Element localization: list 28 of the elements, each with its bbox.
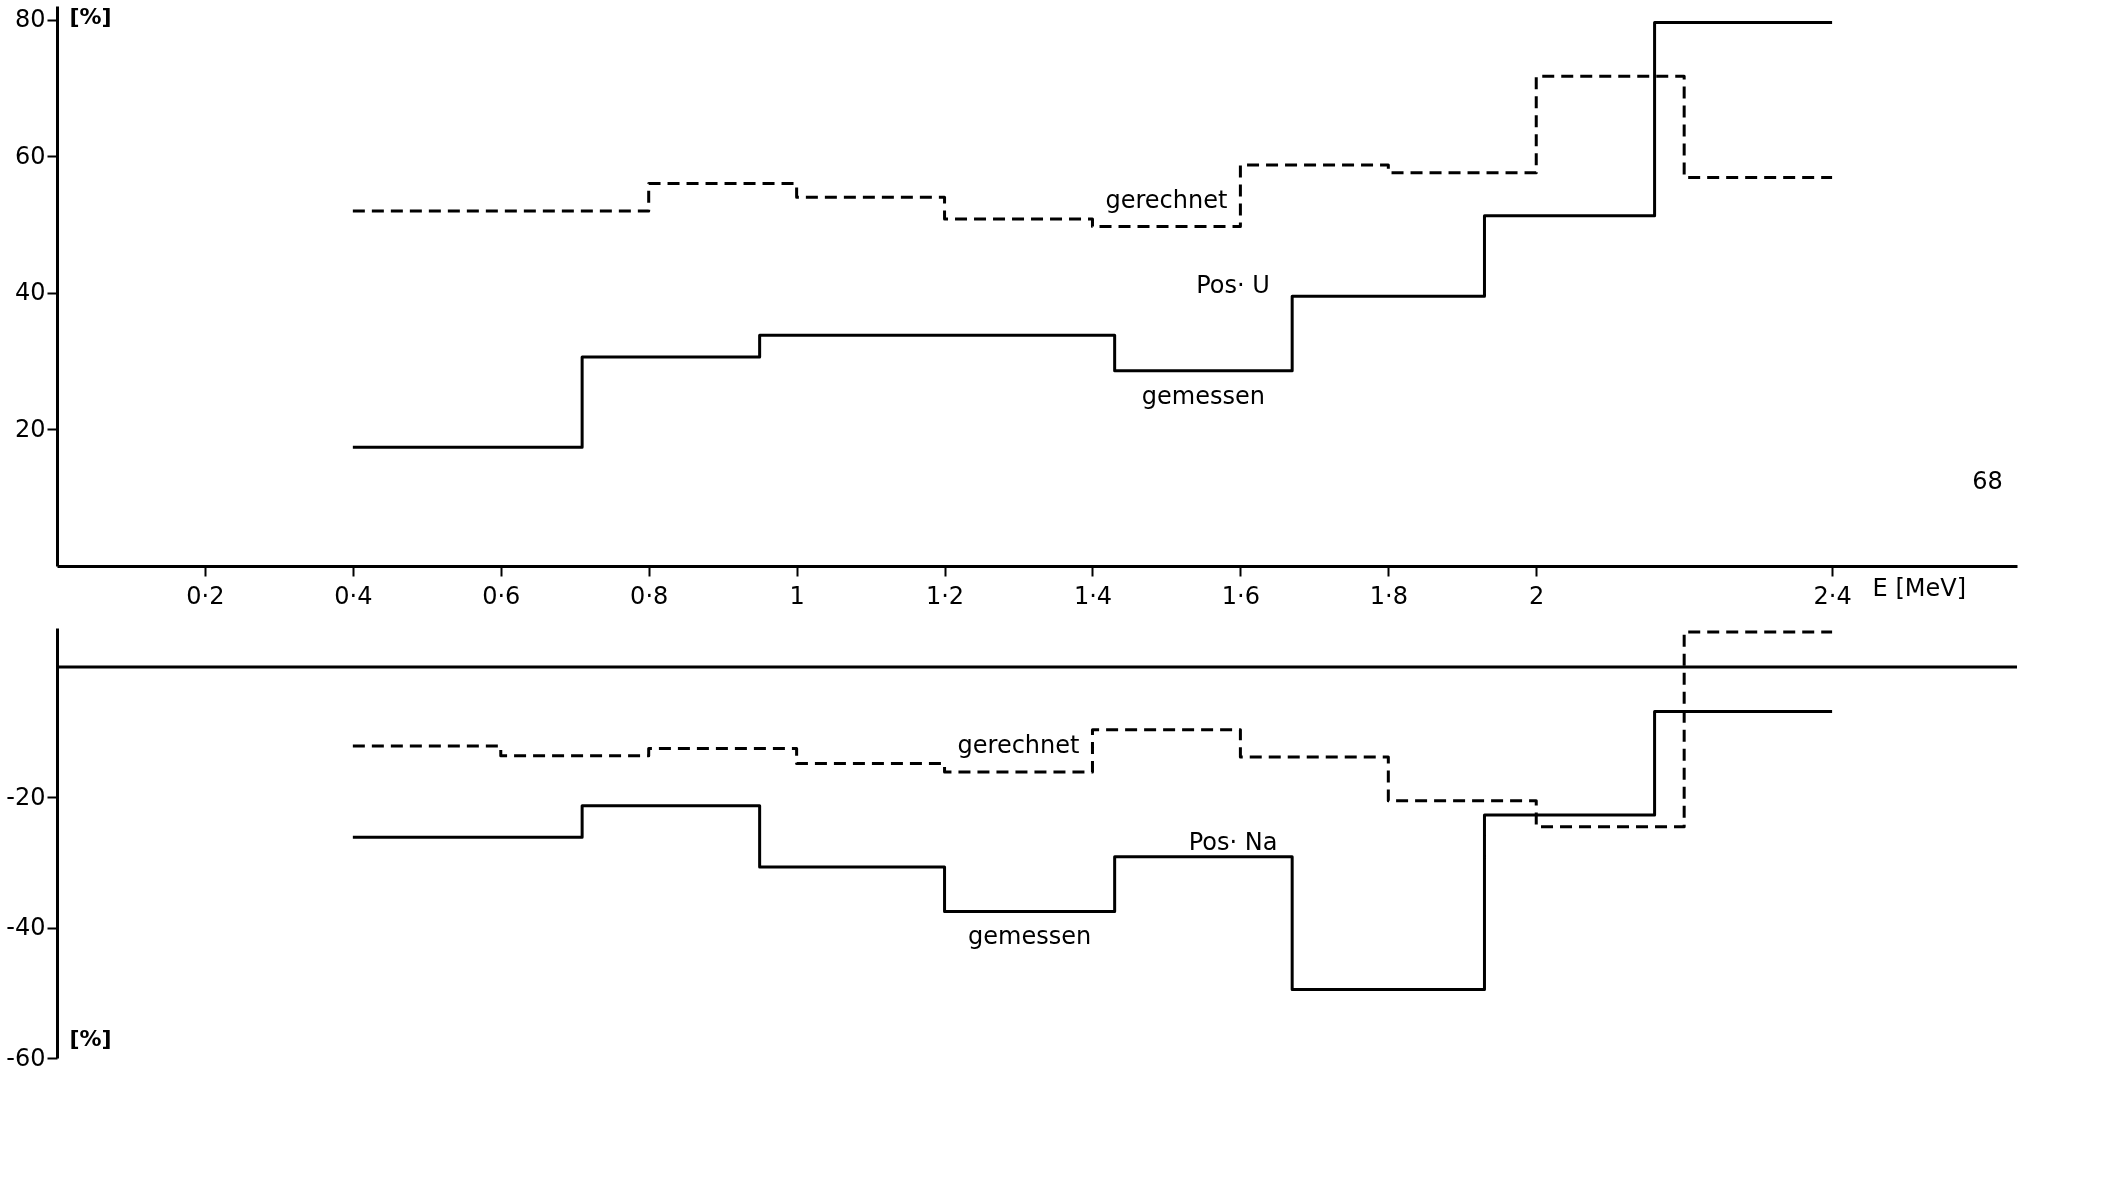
x-tick-label: 2·4: [1813, 581, 1852, 610]
y-tick-label: -40: [6, 913, 46, 942]
series-label: gerechnet: [1105, 185, 1228, 214]
x-tick-label: 1·8: [1369, 581, 1408, 610]
x-tick-label: 1·2: [925, 581, 965, 610]
x-tick-label: 0·2: [186, 581, 225, 610]
series-label: gerechnet: [957, 730, 1080, 759]
y-axis-title: [%]: [69, 3, 112, 29]
y-tick-label: -60: [6, 1043, 46, 1072]
annotation: Pos· U: [1196, 271, 1270, 299]
y-tick-label: 40: [14, 278, 46, 307]
y-tick-label: 20: [14, 414, 46, 443]
x-axis-title: E [MeV]: [1872, 573, 1967, 602]
x-tick-label: 2: [1529, 581, 1545, 610]
annotation: Pos· Na: [1188, 828, 1278, 856]
series-label: gemessen: [968, 922, 1092, 951]
x-tick-label: 1·4: [1073, 581, 1113, 610]
y-axis-title: [%]: [69, 1025, 112, 1051]
y-tick-label: 80: [14, 5, 46, 34]
x-tick-label: 1·6: [1221, 581, 1260, 610]
x-tick-label: 0·8: [630, 581, 669, 610]
x-tick-label: 0·6: [482, 581, 521, 610]
x-tick-label: 0·4: [334, 581, 373, 610]
annotation: 68: [1972, 467, 2003, 495]
y-tick-label: -20: [6, 782, 46, 811]
series-label: gemessen: [1141, 381, 1265, 410]
x-tick-label: 1: [789, 581, 805, 610]
y-tick-label: 60: [14, 141, 46, 170]
